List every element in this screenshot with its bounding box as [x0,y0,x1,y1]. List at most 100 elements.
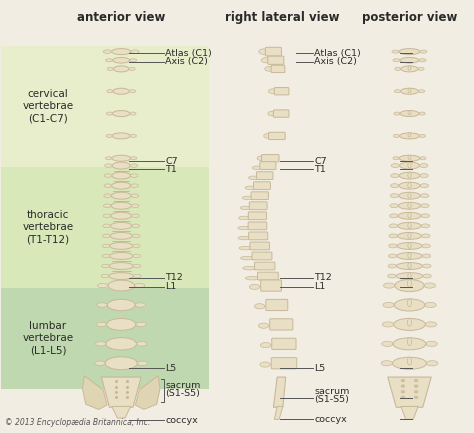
Ellipse shape [425,302,436,307]
Ellipse shape [242,196,253,200]
Ellipse shape [394,318,425,330]
Ellipse shape [408,162,411,168]
Ellipse shape [389,234,398,238]
Ellipse shape [265,67,274,71]
Ellipse shape [408,262,411,268]
Ellipse shape [132,234,140,238]
Ellipse shape [398,233,421,239]
Ellipse shape [248,176,258,180]
FancyBboxPatch shape [273,110,289,117]
Polygon shape [82,376,107,410]
Ellipse shape [111,202,131,209]
Ellipse shape [112,162,130,169]
Ellipse shape [408,172,411,178]
Ellipse shape [108,280,135,291]
Ellipse shape [398,223,421,229]
Text: L1: L1 [314,282,325,291]
Ellipse shape [96,322,107,326]
Ellipse shape [420,174,428,178]
Ellipse shape [414,396,418,399]
Ellipse shape [113,58,130,63]
Ellipse shape [133,244,140,248]
Ellipse shape [401,391,405,393]
FancyBboxPatch shape [268,56,284,65]
Text: T12: T12 [314,273,332,282]
Ellipse shape [394,90,401,93]
Ellipse shape [130,134,137,137]
Polygon shape [273,377,286,407]
Ellipse shape [103,50,112,53]
Ellipse shape [109,262,133,269]
Text: sacrum: sacrum [165,381,201,390]
Ellipse shape [419,164,428,168]
Polygon shape [112,407,131,418]
Ellipse shape [408,66,411,70]
Ellipse shape [390,194,399,197]
Ellipse shape [400,110,419,116]
Ellipse shape [260,362,270,367]
Text: © 2013 Encyclopædia Britannica, Inc.: © 2013 Encyclopædia Britannica, Inc. [5,418,151,427]
FancyBboxPatch shape [255,262,275,270]
Ellipse shape [107,68,113,71]
Bar [0,167,209,288]
Ellipse shape [397,242,422,249]
Ellipse shape [104,184,112,187]
Ellipse shape [391,174,399,178]
Ellipse shape [400,162,419,169]
Ellipse shape [408,242,411,249]
Ellipse shape [422,264,431,268]
Text: (S1-S5): (S1-S5) [165,389,200,398]
Ellipse shape [400,133,419,139]
Ellipse shape [133,254,140,258]
Ellipse shape [401,385,405,388]
Ellipse shape [408,212,411,218]
Ellipse shape [393,157,399,160]
Ellipse shape [101,264,109,268]
Ellipse shape [106,157,112,160]
Ellipse shape [408,88,411,93]
Ellipse shape [408,233,411,239]
Ellipse shape [420,204,429,208]
Ellipse shape [245,186,255,190]
Polygon shape [388,377,431,407]
Ellipse shape [109,273,134,280]
Ellipse shape [111,192,131,199]
Ellipse shape [399,172,420,179]
Ellipse shape [104,174,112,178]
Text: posterior view: posterior view [362,12,457,25]
Ellipse shape [383,302,394,307]
Ellipse shape [392,357,427,369]
Ellipse shape [388,254,397,258]
Ellipse shape [133,264,141,268]
Ellipse shape [388,264,397,268]
Text: coccyx: coccyx [165,416,198,425]
Text: (S1-S5): (S1-S5) [314,395,349,404]
Text: T1: T1 [314,165,326,174]
Ellipse shape [95,361,105,365]
Text: C7: C7 [165,157,178,166]
FancyBboxPatch shape [271,358,297,369]
Ellipse shape [240,206,251,210]
Ellipse shape [398,212,421,219]
Text: Atlas (C1): Atlas (C1) [314,49,361,58]
Bar [0,46,209,167]
Ellipse shape [399,155,420,161]
Ellipse shape [136,322,146,326]
Ellipse shape [408,202,411,208]
Ellipse shape [427,361,438,366]
Ellipse shape [131,204,139,207]
Ellipse shape [257,156,266,161]
Ellipse shape [422,244,430,248]
Ellipse shape [420,157,426,160]
Ellipse shape [102,254,109,258]
FancyBboxPatch shape [249,232,268,240]
Ellipse shape [419,134,426,137]
Ellipse shape [398,202,420,209]
Ellipse shape [112,172,130,179]
Ellipse shape [383,283,395,288]
Ellipse shape [131,194,139,197]
Ellipse shape [418,68,424,71]
Ellipse shape [408,273,411,279]
Ellipse shape [101,275,109,278]
Ellipse shape [103,224,110,228]
